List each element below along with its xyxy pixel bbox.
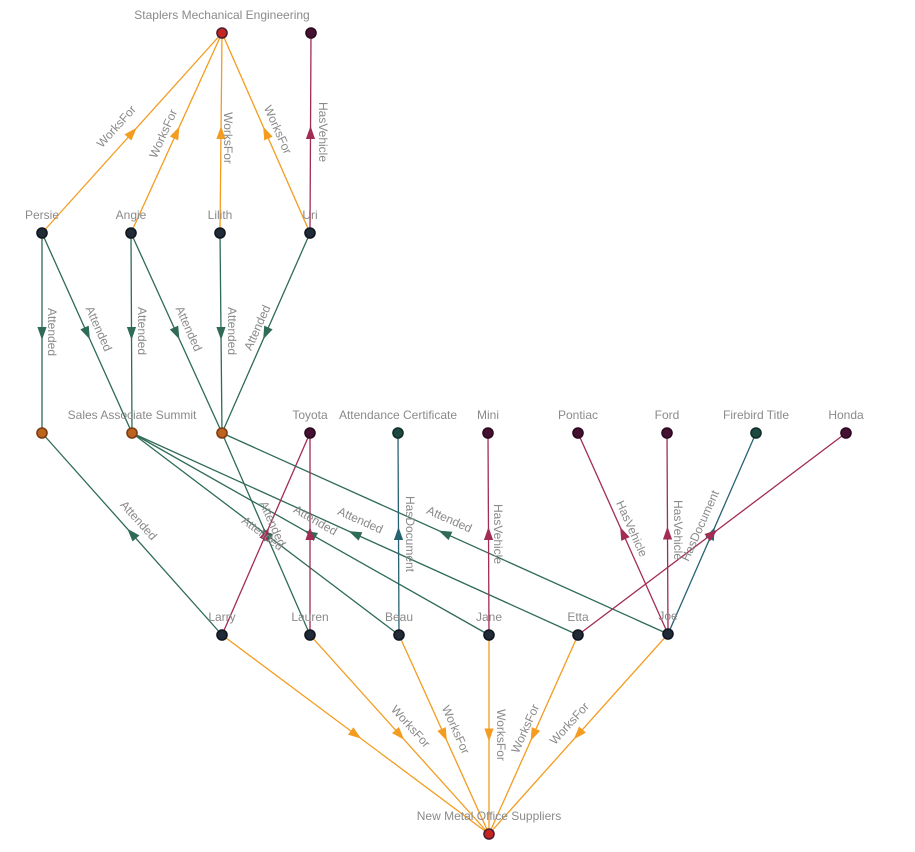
- edge-label-jane-newmetal: WorksFor: [494, 709, 508, 761]
- edge-label-larry-summit_a: Attended: [117, 498, 160, 543]
- arrowhead-attended-icon: [127, 528, 140, 542]
- arrowhead-hasvehicle-icon: [620, 527, 630, 541]
- node-label-angie: Angie: [116, 208, 147, 222]
- edge-label-lauren-newmetal: WorksFor: [388, 703, 433, 751]
- node-angie[interactable]: [125, 227, 137, 239]
- node-etta[interactable]: [572, 629, 584, 641]
- arrowhead-worksfor-icon: [392, 726, 405, 740]
- edge-label-joe-summit_c: Attended: [425, 503, 475, 535]
- arrowhead-hasvehicle-icon: [305, 126, 316, 140]
- node-label-lilith: Lilith: [208, 208, 233, 222]
- arrowhead-worksfor-icon: [484, 728, 494, 742]
- node-lauren[interactable]: [304, 629, 316, 641]
- arrowhead-attended-icon: [169, 325, 180, 340]
- arrowhead-attended-icon: [348, 531, 363, 541]
- arrowhead-hasvehicle-icon: [259, 527, 269, 542]
- node-label-firebird: Firebird Title: [723, 408, 789, 422]
- arrowhead-worksfor-icon: [437, 727, 447, 741]
- node-label-ford: Ford: [655, 408, 680, 422]
- arrowheads-layer: [37, 126, 718, 742]
- edge-label-etta-summit_b: Attended: [336, 504, 386, 536]
- node-label-staplers: Staplers Mechanical Engineering: [134, 8, 309, 22]
- arrowhead-worksfor-icon: [263, 126, 273, 141]
- arrowhead-attended-icon: [126, 326, 137, 340]
- node-label-lauren: Lauren: [291, 610, 328, 624]
- node-summit_b[interactable]: [126, 427, 138, 439]
- labels-layer: WorksFor WorksFor WorksFor WorksFor HasVehic…: [25, 8, 864, 823]
- node-label-mini: Mini: [477, 408, 499, 422]
- edge-label-etta-newmetal: WorksFor: [508, 702, 542, 755]
- node-joe[interactable]: [662, 628, 674, 640]
- node-uri_vehicle[interactable]: [305, 27, 317, 39]
- edge-label-persie-staplers: WorksFor: [94, 103, 139, 151]
- arrowhead-worksfor-icon: [169, 126, 180, 141]
- node-label-jane: Jane: [476, 610, 502, 624]
- node-firebird[interactable]: [750, 427, 762, 439]
- nodes-layer: [36, 27, 852, 840]
- node-jane[interactable]: [483, 629, 495, 641]
- arrowhead-attended-icon: [37, 327, 47, 340]
- arrowhead-hasvehicle-icon: [662, 526, 673, 540]
- edge-label-lilith-summit_c: Attended: [225, 307, 239, 355]
- node-honda[interactable]: [840, 427, 852, 439]
- arrowhead-attended-icon: [216, 326, 226, 340]
- arrowhead-attended-icon: [80, 325, 90, 340]
- edge-label-joe-newmetal: WorksFor: [547, 700, 592, 748]
- edge-label-joe-ford: HasVehicle: [671, 500, 685, 560]
- node-label-attendance_certificate: Attendance Certificate: [339, 408, 457, 422]
- node-persie[interactable]: [36, 227, 48, 239]
- arrowhead-attended-icon: [263, 325, 273, 340]
- edge-label-angie-summit_b: Attended: [135, 307, 149, 355]
- node-label-honda: Honda: [828, 408, 864, 422]
- node-label-joe: Joe: [658, 609, 678, 623]
- node-label-etta: Etta: [567, 610, 589, 624]
- node-label-toyota: Toyota: [292, 408, 328, 422]
- node-label-beau: Beau: [385, 610, 413, 624]
- edge-label-joe-pontiac: HasVehicle: [613, 498, 650, 559]
- arrowhead-worksfor-icon: [347, 727, 362, 739]
- node-pontiac[interactable]: [572, 427, 584, 439]
- edge-label-persie-summit_a: Attended: [45, 308, 59, 356]
- arrowhead-worksfor-icon: [573, 726, 586, 740]
- edge-label-jane-mini: HasVehicle: [491, 504, 505, 564]
- node-label-persie: Persie: [25, 208, 59, 222]
- node-beau[interactable]: [393, 629, 405, 641]
- arrowhead-hasvehicle-icon: [704, 529, 718, 542]
- node-ford[interactable]: [661, 427, 673, 439]
- node-summit_c[interactable]: [216, 427, 228, 439]
- arrowhead-hasdocument-icon: [393, 527, 404, 541]
- arrowhead-worksfor-icon: [216, 126, 226, 140]
- node-label-pontiac: Pontiac: [558, 408, 598, 422]
- node-label-summit_b: Sales Associate Summit: [68, 408, 197, 422]
- node-mini[interactable]: [482, 427, 494, 439]
- arrowhead-hasvehicle-icon: [483, 527, 494, 541]
- node-staplers[interactable]: [216, 27, 228, 39]
- node-summit_a[interactable]: [36, 427, 48, 439]
- arrowhead-worksfor-icon: [530, 727, 541, 741]
- node-toyota[interactable]: [304, 427, 316, 439]
- node-label-larry: Larry: [208, 610, 235, 624]
- edge-label-beau-attendance_certificate: HasDocument: [403, 496, 417, 573]
- arrowhead-worksfor-icon: [124, 127, 137, 141]
- node-attendance_certificate[interactable]: [392, 427, 404, 439]
- node-larry[interactable]: [216, 629, 228, 641]
- edge-label-uri-uri_vehicle: HasVehicle: [316, 102, 330, 162]
- node-newmetal[interactable]: [483, 828, 495, 840]
- node-label-uri: Uri: [302, 208, 317, 222]
- node-uri[interactable]: [304, 227, 316, 239]
- edge-label-lilith-staplers: WorksFor: [221, 112, 235, 164]
- node-lilith[interactable]: [214, 227, 226, 239]
- arrowhead-hasvehicle-icon: [305, 527, 315, 540]
- node-label-newmetal: New Metal Office Suppliers: [417, 809, 562, 823]
- arrowhead-attended-icon: [438, 530, 453, 541]
